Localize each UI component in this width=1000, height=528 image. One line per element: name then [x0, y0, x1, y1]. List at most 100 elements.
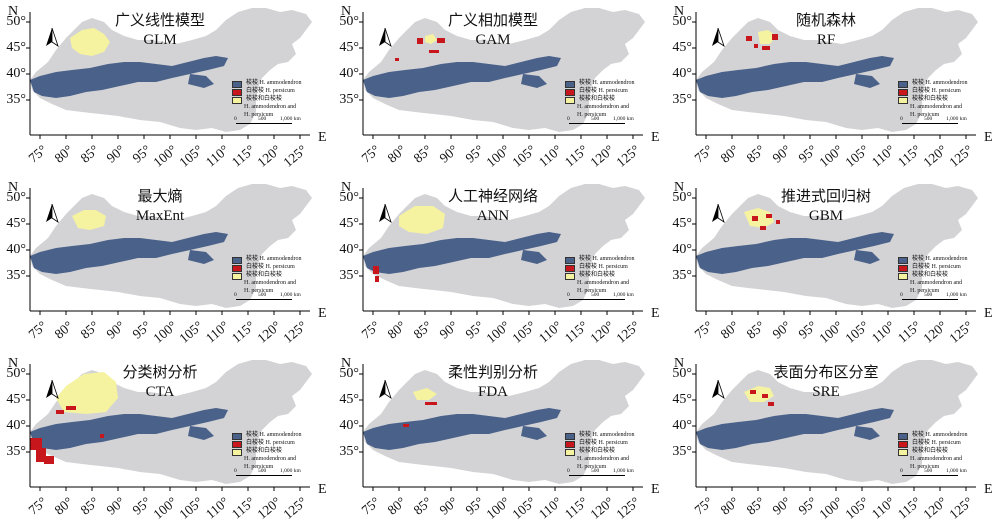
scale-end: 1,000 km [946, 292, 967, 298]
legend-swatch [232, 265, 242, 272]
legend-label: H. ammodendron and [577, 456, 630, 462]
panel-abbr: GLM [143, 32, 177, 48]
legend-label: 梭梭 H. ammodendron [246, 256, 302, 262]
persicum-area [752, 214, 780, 230]
legend-item: H. persicum [232, 288, 332, 296]
scale-zero: 0 [567, 116, 570, 122]
ammodendron-area [30, 232, 228, 274]
legend-label: 梭梭和白梭梭 [579, 96, 616, 102]
scale-end: 1,000 km [613, 116, 634, 122]
y-tick-label: 50° [339, 14, 359, 29]
panel-title: 推进式回归树 [780, 187, 871, 205]
scale-mid: 500 [258, 116, 267, 122]
legend-item: 梭梭和白梭梭 [232, 448, 332, 456]
persicum-patch [417, 38, 423, 44]
scale-end: 1,000 km [613, 468, 634, 474]
legend-swatch [565, 281, 573, 286]
both-species-area [425, 34, 437, 44]
panel-abbr: SRE [812, 384, 840, 400]
legend-label: 梭梭 H. ammodendron [579, 432, 635, 438]
legend-swatch [898, 433, 908, 440]
legend-item: H. persicum [898, 112, 998, 120]
panel-title: 分类树分析 [122, 363, 198, 381]
east-label: E [318, 482, 327, 497]
legend-label: H. persicum [577, 112, 607, 118]
scale-mid: 500 [591, 116, 600, 122]
y-tick-label: 50° [672, 14, 692, 29]
legend-item: H. ammodendron and [232, 104, 332, 112]
north-label: N [8, 180, 19, 195]
legend-label: 梭梭 H. ammodendron [912, 256, 968, 262]
y-tick-label: 35° [339, 92, 359, 107]
legend-swatch [565, 441, 575, 448]
y-tick-label: 45° [672, 216, 692, 231]
legend-swatch [565, 449, 575, 456]
persicum-patch [429, 50, 439, 53]
map-panel-sre: 表面分布区分室 SRE N E 50° 45° 40° 35° 75° 80° 85° 90… [666, 352, 999, 526]
persicum-patch [36, 448, 46, 462]
scale-zero: 0 [900, 292, 903, 298]
legend-item: 白梭梭 H. persicum [565, 88, 665, 96]
legend-item: H. persicum [232, 112, 332, 120]
map-panel-gbm: 推进式回归树 GBM N E 50° 45° 40° 35° 75° 80° 85° 90°… [666, 176, 999, 350]
legend-item: 梭梭和白梭梭 [232, 272, 332, 280]
axis-ticks [26, 197, 301, 315]
north-arrow-icon [712, 379, 725, 399]
legend-swatch [232, 89, 242, 96]
scale-end: 1,000 km [280, 116, 301, 122]
scale-bar: 0 500 1,000 km [234, 468, 306, 479]
legend-item: H. persicum [898, 288, 998, 296]
panel-abbr: RF [816, 32, 836, 48]
scale-bar: 0 500 1,000 km [234, 292, 306, 303]
legend-label: H. persicum [244, 288, 274, 294]
axis-ticks [359, 197, 634, 315]
panel-title: 最大熵 [137, 187, 183, 205]
legend-swatch [565, 105, 573, 110]
scale-mid: 500 [924, 468, 933, 474]
legend-label: 梭梭 H. ammodendron [246, 80, 302, 86]
both-species-area [399, 206, 445, 234]
y-tick-label: 35° [6, 92, 26, 107]
legend-label: H. ammodendron and [577, 280, 630, 286]
y-tick-label: 40° [6, 418, 26, 433]
legend-swatch [898, 257, 908, 264]
ammodendron-area [30, 56, 228, 98]
persicum-area [30, 406, 104, 464]
y-tick-label: 40° [339, 242, 359, 257]
legend-item: 梭梭 H. ammodendron [565, 256, 665, 264]
legend-label: 梭梭 H. ammodendron [912, 432, 968, 438]
scale-line [236, 299, 292, 302]
persicum-patch [772, 34, 778, 40]
y-tick-label: 45° [339, 40, 359, 55]
legend-label: 白梭梭 H. persicum [579, 88, 628, 94]
legend-label: 白梭梭 H. persicum [912, 264, 961, 270]
legend-item: H. ammodendron and [232, 280, 332, 288]
legend-item: 梭梭和白梭梭 [898, 272, 998, 280]
legend-label: H. ammodendron and [910, 456, 963, 462]
legend: 梭梭 H. ammodendron 白梭梭 H. persicum 梭梭和白梭梭 H.… [232, 256, 332, 296]
legend-swatch [898, 457, 906, 462]
ammodendron-area [363, 408, 561, 450]
scale-mid: 500 [258, 468, 267, 474]
legend-item: 白梭梭 H. persicum [898, 264, 998, 272]
persicum-patch [44, 456, 54, 464]
legend-swatch [565, 433, 575, 440]
scale-line [569, 299, 625, 302]
legend-item: 梭梭和白梭梭 [232, 96, 332, 104]
legend-label: H. persicum [910, 288, 940, 294]
y-tick-label: 50° [6, 190, 26, 205]
y-tick-label: 45° [6, 216, 26, 231]
ammodendron-area [30, 408, 228, 450]
legend-label: H. ammodendron and [244, 280, 297, 286]
legend-label: H. ammodendron and [244, 456, 297, 462]
legend-label: 梭梭和白梭梭 [579, 272, 616, 278]
panel-abbr: FDA [477, 384, 508, 400]
y-tick-label: 50° [672, 190, 692, 205]
legend-item: H. ammodendron and [565, 280, 665, 288]
legend-item: 梭梭 H. ammodendron [232, 256, 332, 264]
persicum-patch [56, 410, 64, 414]
legend-item: H. ammodendron and [565, 456, 665, 464]
ammodendron-area [363, 232, 561, 274]
panel-title: 人工神经网络 [447, 187, 538, 205]
legend-swatch [898, 273, 908, 280]
